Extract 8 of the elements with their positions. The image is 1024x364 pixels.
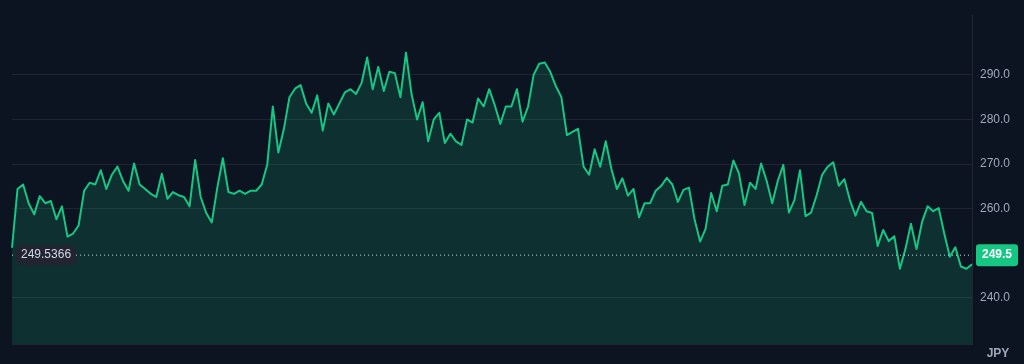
text: 249.5 <box>982 247 1013 262</box>
y-axis-title: JPY <box>986 346 1010 361</box>
y-tick-label: 260.0 <box>980 200 1011 215</box>
y-tick-label: 240.0 <box>980 289 1011 304</box>
ref-line-label: 249.5366 <box>21 247 72 262</box>
y-tick-label: 280.0 <box>980 111 1011 126</box>
y-tick-label: 270.0 <box>980 156 1011 171</box>
y-tick-label: 290.0 <box>980 67 1011 82</box>
